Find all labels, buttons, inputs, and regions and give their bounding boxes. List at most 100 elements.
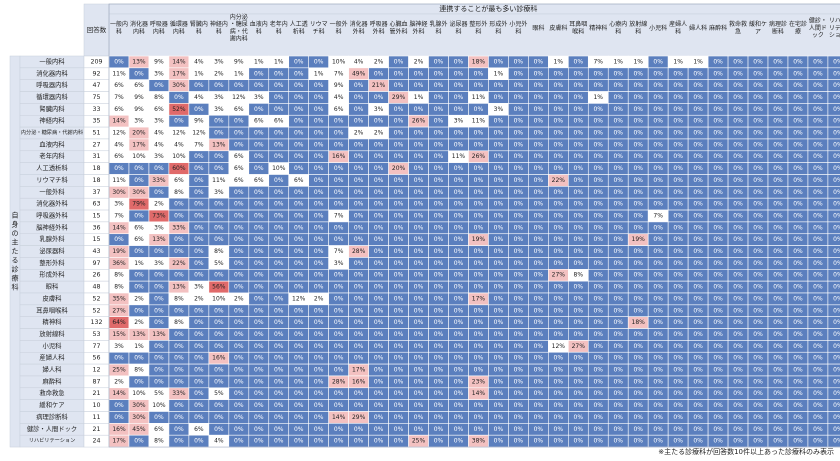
heatmap-cell-value: 0% (653, 165, 663, 172)
heatmap-cell-value: 0% (773, 236, 783, 243)
heatmap-cell-value: 12% (112, 130, 126, 137)
heatmap-cell-value: 0% (274, 201, 284, 208)
heatmap-cell-value: 0% (693, 319, 703, 326)
heatmap-cell-value: 0% (833, 402, 840, 409)
count-value: 27 (92, 141, 100, 148)
heatmap-cell-value: 0% (713, 236, 723, 243)
heatmap-cell-value: 0% (534, 272, 544, 279)
heatmap-cell-value: 6% (134, 224, 144, 231)
heatmap-cell-value: 0% (653, 201, 663, 208)
heatmap-cell-value: 3% (194, 284, 204, 291)
heatmap-cell-value: 0% (733, 130, 743, 137)
heatmap-cell-value: 0% (294, 106, 304, 113)
heatmap-cell-value: 4% (194, 94, 204, 101)
heatmap-cell-value: 0% (534, 189, 544, 196)
heatmap-cell-value: 0% (334, 201, 344, 208)
heatmap-cell-value: 0% (254, 201, 264, 208)
heatmap-cell-value: 0% (613, 272, 623, 279)
heatmap-cell-value: 16% (332, 153, 346, 160)
heatmap-cell-value: 0% (154, 165, 164, 172)
heatmap-cell-value: 0% (613, 284, 623, 291)
heatmap-cell-value: 29% (352, 414, 366, 421)
heatmap-cell-value: 0% (793, 355, 803, 362)
heatmap-cell-value: 0% (813, 224, 823, 231)
heatmap-cell-value: 0% (414, 426, 424, 433)
count-value: 53 (92, 331, 100, 338)
heatmap-cell-value: 0% (434, 343, 444, 350)
heatmap-cell-value: 0% (434, 82, 444, 89)
heatmap-cell-value: 0% (733, 319, 743, 326)
heatmap-cell-value: 0% (314, 378, 324, 385)
heatmap-cell-value: 3% (154, 153, 164, 160)
heatmap-cell-value: 0% (613, 236, 623, 243)
heatmap-cell-value: 0% (653, 94, 663, 101)
heatmap-cell-value: 2% (114, 378, 124, 385)
heatmap-cell-value: 0% (494, 355, 504, 362)
chart-border (108, 3, 840, 448)
heatmap-cell-value: 0% (554, 118, 564, 125)
heatmap-cell-value: 0% (314, 426, 324, 433)
heatmap-cell-value: 0% (613, 165, 623, 172)
heatmap-cell-value: 0% (534, 307, 544, 314)
heatmap-cell-value: 2% (414, 58, 424, 65)
heatmap-cell-value: 0% (434, 248, 444, 255)
heatmap-cell-value: 0% (633, 260, 643, 267)
heatmap-cell-value: 3% (114, 343, 124, 350)
heatmap-cell-value: 0% (633, 177, 643, 184)
heatmap-cell-value: 8% (174, 319, 184, 326)
heatmap-cell-value: 0% (574, 130, 584, 137)
heatmap-cell-value: 0% (554, 248, 564, 255)
heatmap-cell-value: 0% (813, 378, 823, 385)
heatmap-cell-value: 0% (733, 189, 743, 196)
heatmap-cell-value: 8% (134, 367, 144, 374)
heatmap-cell-value: 2% (134, 295, 144, 302)
heatmap-cell-value: 0% (354, 343, 364, 350)
heatmap-cell-value: 0% (334, 343, 344, 350)
column-header-label: 呼吸器内科 (150, 21, 168, 35)
heatmap-cell-value: 0% (314, 224, 324, 231)
heatmap-cell-value: 0% (673, 414, 683, 421)
heatmap-cell-value: 0% (434, 319, 444, 326)
heatmap-cell-value: 0% (673, 212, 683, 219)
heatmap-cell-value: 0% (394, 367, 404, 374)
heatmap-cell-value: 0% (374, 177, 384, 184)
heatmap-cell-value: 6% (274, 118, 284, 125)
count-value: 52 (92, 295, 100, 302)
heatmap-cell-value: 0% (134, 212, 144, 219)
column-header-label: 小児科 (649, 24, 667, 32)
column-header-label: 泌尿器科 (449, 20, 467, 35)
heatmap-cell-value: 33% (172, 390, 186, 397)
heatmap-cell-value: 0% (733, 82, 743, 89)
heatmap-cell-value: 0% (494, 189, 504, 196)
heatmap-cell-value: 0% (833, 390, 840, 397)
heatmap-cell-value: 4% (354, 58, 364, 65)
heatmap-cell-value: 0% (534, 367, 544, 374)
heatmap-cell-value: 0% (534, 390, 544, 397)
heatmap-cell-value: 16% (112, 426, 126, 433)
heatmap-cell-value: 0% (653, 153, 663, 160)
heatmap-cell-value: 0% (334, 319, 344, 326)
heatmap-cell-value: 29% (392, 94, 406, 101)
heatmap-cell-value: 0% (813, 414, 823, 421)
heatmap-cell-value: 0% (793, 177, 803, 184)
heatmap-cell-value: 0% (114, 236, 124, 243)
heatmap-cell-value: 0% (234, 402, 244, 409)
heatmap-cell-value: 0% (434, 272, 444, 279)
heatmap-cell-value: 0% (334, 272, 344, 279)
heatmap-cell-value: 0% (574, 378, 584, 385)
row-label: 消化器内科 (36, 68, 68, 77)
heatmap-cell-value: 0% (234, 438, 244, 445)
heatmap-cell-value: 0% (374, 390, 384, 397)
heatmap-cell-value: 0% (474, 177, 484, 184)
heatmap-cell-value: 0% (534, 82, 544, 89)
count-value: 36 (92, 224, 100, 231)
heatmap-cell-value: 0% (593, 426, 603, 433)
heatmap-cell-value: 2% (314, 295, 324, 302)
heatmap-cell-value: 0% (554, 355, 564, 362)
heatmap-cell-value: 0% (773, 272, 783, 279)
heatmap-cell-value: 0% (693, 367, 703, 374)
heatmap-cell-value: 0% (613, 153, 623, 160)
row-group-label-char: の (12, 230, 19, 238)
heatmap-cell-value: 0% (414, 236, 424, 243)
heatmap-cell-value: 0% (394, 82, 404, 89)
